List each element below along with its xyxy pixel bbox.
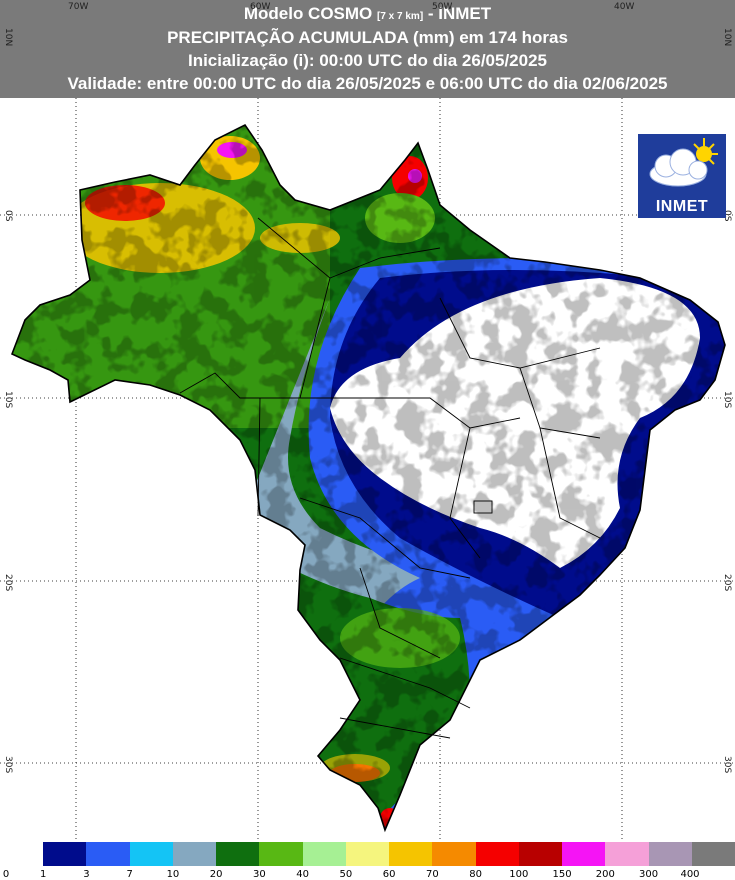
legend-label: 200 (595, 869, 615, 880)
brazil-outline (10, 123, 726, 833)
legend-label: 400 (680, 869, 700, 880)
precipitation-field (12, 125, 725, 830)
lon-label-70w: 70W (68, 2, 89, 12)
legend-label: 80 (469, 869, 482, 880)
lon-label-50w: 50W (432, 2, 453, 12)
lat-label-10s-right: 10S (722, 391, 732, 409)
legend-swatch (172, 842, 217, 866)
legend-swatch (0, 842, 44, 866)
state-borders (179, 217, 601, 739)
lon-label-60w: 60W (250, 2, 271, 12)
legend-label: 50 (339, 869, 353, 880)
legend-label: 3 (83, 869, 90, 880)
title-line-initialization: Inicialização (i): 00:00 UTC do dia 26/0… (187, 51, 548, 70)
legend-label: 10 (166, 869, 180, 880)
legend-swatch (86, 842, 131, 866)
lon-label-40w: 40W (614, 2, 635, 12)
legend-swatch (648, 842, 693, 866)
legend-swatch (43, 842, 87, 866)
legend-swatch (216, 842, 260, 866)
lat-label-10n-right: 10N (722, 28, 732, 47)
lat-label-0s-left: 0S (3, 210, 13, 222)
legend-label: 7 (126, 869, 133, 880)
legend-swatch (129, 842, 174, 866)
legend-swatch (475, 842, 520, 866)
inmet-logo-text: INMET (655, 198, 709, 215)
legend-label: 100 (509, 869, 529, 880)
lat-label-30s-right: 30S (722, 756, 732, 774)
legend-label: 0 (2, 869, 10, 880)
legend-label: 30 (253, 869, 266, 880)
lat-label-20s-left: 20S (3, 574, 13, 592)
title-line-product: PRECIPITAÇÃO ACUMULADA (mm) em 174 horas (167, 28, 568, 47)
legend-swatch (259, 842, 304, 866)
sun-cloud-icon (649, 138, 718, 187)
color-legend: 0 1 3 7 10 20 30 40 50 60 70 80 100 150 200 300 400 (0, 842, 735, 880)
map-header: Modelo COSMO [7 x 7 km] - INMET PRECIPIT… (0, 0, 735, 98)
legend-swatch (605, 842, 650, 866)
lat-label-20s-right: 20S (722, 574, 732, 592)
legend-swatch (562, 842, 606, 866)
lat-label-30s-left: 30S (3, 756, 13, 774)
lat-label-10n-left: 10N (3, 28, 13, 47)
legend-label: 60 (382, 869, 396, 880)
inmet-logo: INMET (638, 134, 726, 218)
model-resolution: [7 x 7 km] (377, 11, 424, 22)
title-line-model: Modelo COSMO [7 x 7 km] - INMET (243, 4, 492, 23)
legend-label: 150 (552, 869, 572, 880)
title-line-validity: Validade: entre 00:00 UTC do dia 26/05/2… (67, 74, 668, 93)
legend-swatch (389, 842, 433, 866)
legend-swatch (691, 842, 735, 866)
legend-swatch (345, 842, 390, 866)
legend-label: 300 (638, 869, 659, 880)
legend-swatch (302, 842, 347, 866)
map-canvas (0, 98, 735, 840)
legend-swatch (432, 842, 477, 866)
legend-swatch (518, 842, 563, 866)
legend-label: 20 (209, 869, 223, 880)
legend-label: 70 (425, 869, 439, 880)
precipitation-map: 70W 60W 50W 40W 10N 0S 10S 20S 30S 10N 0… (0, 2, 735, 840)
legend-label: 40 (296, 869, 309, 880)
legend-label: 1 (40, 869, 47, 880)
lat-label-10s-left: 10S (3, 391, 13, 409)
